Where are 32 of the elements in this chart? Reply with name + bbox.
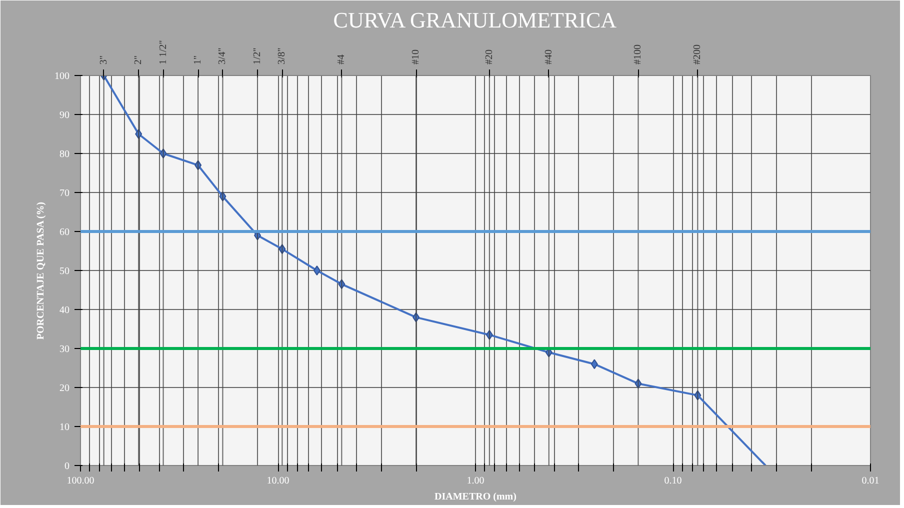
x-tick-label: 10.00 xyxy=(266,476,290,486)
annotation: #10 xyxy=(410,50,422,64)
y-tick-label: 40 xyxy=(60,305,70,316)
x-axis-title: DIAMETRO (mm) xyxy=(434,492,516,502)
chart-title: CURVA GRANULOMETRICA xyxy=(333,8,617,32)
annotation: #40 xyxy=(543,50,554,64)
annotation: 3" xyxy=(98,55,110,64)
annotation: 3/8" xyxy=(276,48,288,64)
y-tick-label: 30 xyxy=(60,344,70,355)
annotation: #200 xyxy=(692,44,704,64)
y-tick-label: 80 xyxy=(60,149,70,160)
annotation: 1" xyxy=(192,55,204,64)
y-tick-label: 0 xyxy=(64,461,70,472)
annotation: 1 1/2" xyxy=(158,40,169,64)
y-tick-label: 70 xyxy=(60,188,70,199)
x-tick-label: 100.00 xyxy=(66,476,94,486)
annotation: 3/4" xyxy=(217,48,228,64)
annotation: 2" xyxy=(133,55,144,64)
y-tick-label: 60 xyxy=(60,227,70,238)
annotation: #100 xyxy=(632,44,644,64)
y-axis-title: PORCENTAJE QUE PASA (%) xyxy=(36,202,46,340)
x-tick-label: 1.00 xyxy=(466,476,484,486)
y-tick-label: 90 xyxy=(60,110,70,121)
annotation: #4 xyxy=(336,54,348,64)
y-tick-label: 10 xyxy=(60,422,70,433)
y-tick-label: 20 xyxy=(60,383,70,394)
annotation: #20 xyxy=(484,50,495,64)
x-tick-label: 0.10 xyxy=(664,476,682,486)
x-tick-label: 0.01 xyxy=(862,476,880,486)
y-tick-label: 50 xyxy=(60,266,70,277)
y-tick-label: 100 xyxy=(54,71,70,82)
annotation: 1/2" xyxy=(252,48,263,64)
